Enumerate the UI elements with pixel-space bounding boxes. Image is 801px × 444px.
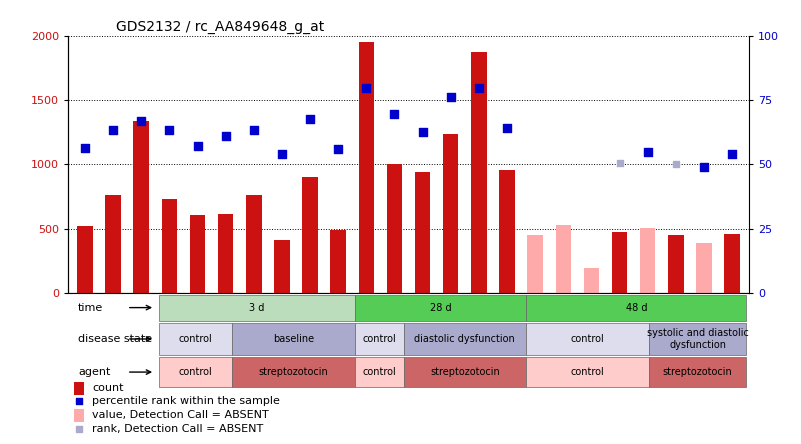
Bar: [649, 323, 747, 355]
Bar: [162, 199, 177, 293]
Bar: [159, 294, 355, 321]
Text: count: count: [92, 384, 123, 393]
Bar: [526, 357, 649, 387]
Point: [388, 111, 400, 118]
Bar: [159, 357, 232, 387]
Bar: [218, 214, 233, 293]
Text: systolic and diastolic
dysfunction: systolic and diastolic dysfunction: [646, 328, 748, 350]
Bar: [527, 235, 543, 293]
Point: [191, 142, 204, 149]
Text: rank, Detection Call = ABSENT: rank, Detection Call = ABSENT: [92, 424, 264, 434]
Bar: [584, 268, 599, 293]
Text: 28 d: 28 d: [429, 303, 451, 313]
Point: [78, 144, 91, 151]
Bar: [77, 226, 93, 293]
Point: [417, 129, 429, 136]
Bar: [355, 294, 526, 321]
Point: [304, 115, 316, 122]
Bar: [355, 323, 404, 355]
Bar: [302, 177, 318, 293]
Text: value, Detection Call = ABSENT: value, Detection Call = ABSENT: [92, 410, 268, 420]
Text: 48 d: 48 d: [626, 303, 647, 313]
Text: baseline: baseline: [273, 334, 314, 344]
Bar: [526, 323, 649, 355]
Bar: [232, 357, 355, 387]
Bar: [443, 134, 458, 293]
Bar: [404, 323, 526, 355]
Point: [72, 398, 85, 405]
Bar: [696, 243, 711, 293]
Point: [445, 94, 457, 101]
Text: streptozotocin: streptozotocin: [430, 367, 500, 377]
Text: streptozotocin: streptozotocin: [259, 367, 328, 377]
Point: [72, 425, 85, 432]
Point: [219, 133, 232, 140]
Point: [698, 163, 710, 170]
Point: [276, 151, 288, 158]
Text: percentile rank within the sample: percentile rank within the sample: [92, 396, 280, 406]
Text: control: control: [570, 367, 604, 377]
Bar: [415, 172, 430, 293]
Bar: [159, 323, 232, 355]
Bar: [499, 170, 515, 293]
Text: GDS2132 / rc_AA849648_g_at: GDS2132 / rc_AA849648_g_at: [116, 20, 324, 35]
Text: control: control: [362, 367, 396, 377]
Bar: [74, 408, 84, 422]
Bar: [134, 121, 149, 293]
Text: control: control: [362, 334, 396, 344]
Bar: [355, 357, 404, 387]
Bar: [331, 230, 346, 293]
Text: disease state: disease state: [78, 334, 152, 344]
Text: control: control: [179, 367, 212, 377]
Bar: [556, 225, 571, 293]
Point: [670, 161, 682, 168]
Text: diastolic dysfunction: diastolic dysfunction: [414, 334, 515, 344]
Bar: [612, 231, 627, 293]
Text: control: control: [570, 334, 604, 344]
Bar: [359, 42, 374, 293]
Bar: [668, 235, 683, 293]
Bar: [724, 234, 740, 293]
Text: time: time: [78, 303, 103, 313]
Bar: [232, 323, 355, 355]
Text: streptozotocin: streptozotocin: [662, 367, 732, 377]
Bar: [246, 195, 261, 293]
Point: [163, 126, 175, 133]
Bar: [640, 228, 655, 293]
Bar: [387, 164, 402, 293]
Bar: [526, 294, 747, 321]
Bar: [190, 215, 205, 293]
Bar: [274, 240, 290, 293]
Point: [107, 126, 119, 133]
Point: [501, 125, 513, 132]
Text: agent: agent: [78, 367, 111, 377]
Point: [613, 160, 626, 167]
Point: [726, 150, 739, 157]
Text: 3 d: 3 d: [249, 303, 264, 313]
Point: [642, 148, 654, 155]
Bar: [106, 195, 121, 293]
Point: [332, 146, 344, 153]
Bar: [649, 357, 747, 387]
Bar: [404, 357, 526, 387]
Bar: [471, 52, 486, 293]
Text: control: control: [179, 334, 212, 344]
Point: [360, 85, 372, 92]
Point: [248, 126, 260, 133]
Bar: [74, 382, 84, 395]
Point: [135, 117, 147, 124]
Point: [473, 85, 485, 92]
